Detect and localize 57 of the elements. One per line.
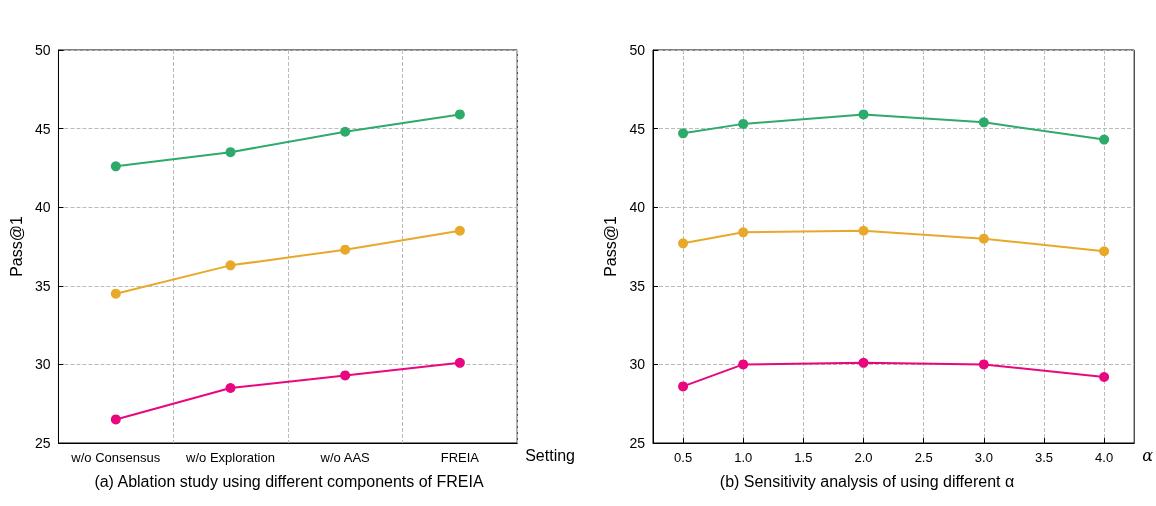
- x-axis-title: α: [1142, 445, 1154, 465]
- y-tick-label: 30: [629, 356, 646, 373]
- y-tick-label: 45: [34, 120, 51, 137]
- y-axis-title: Pass@1: [602, 216, 620, 277]
- text: (b) Sensitivity analysis of using different α: [719, 472, 1015, 490]
- y-axis-title: Pass@1: [7, 216, 25, 277]
- y-tick-label: 25: [629, 435, 646, 451]
- point: [110, 414, 121, 425]
- point: [858, 357, 869, 368]
- y-tick-label: 25: [34, 435, 51, 451]
- x-tick-label: 4.0: [1095, 450, 1114, 465]
- text: (a) Ablation study using different components of FREIA: [94, 472, 484, 490]
- point: [978, 117, 989, 128]
- x-tick-label: 1.5: [794, 450, 813, 465]
- point: [678, 238, 689, 249]
- y-tick-label: 35: [629, 277, 646, 294]
- y-tick-label: 30: [34, 356, 51, 373]
- point: [858, 225, 869, 236]
- point: [1099, 246, 1110, 257]
- x-tick-label: 2.0: [854, 450, 873, 465]
- point: [1099, 134, 1110, 145]
- x-tick-label: 3.0: [974, 450, 993, 465]
- point: [340, 126, 351, 137]
- point: [738, 359, 749, 370]
- y-tick-label: 35: [34, 277, 51, 294]
- point: [678, 381, 689, 392]
- y-tick-label: 50: [34, 42, 51, 58]
- point: [858, 109, 869, 120]
- point: [340, 370, 351, 381]
- x-tick-label: w/o Consensus: [70, 450, 161, 465]
- y-tick-label: 50: [629, 42, 646, 58]
- y-tick-label: 40: [629, 199, 646, 216]
- point: [110, 161, 121, 172]
- point: [978, 359, 989, 370]
- y-tick-label: 40: [34, 199, 51, 216]
- x-axis-title: Setting: [525, 446, 575, 464]
- point: [1099, 371, 1110, 382]
- point: [225, 382, 236, 393]
- y-tick-label: 45: [629, 120, 646, 137]
- point: [454, 109, 465, 120]
- x-tick-label: 1.0: [734, 450, 753, 465]
- x-tick-label: 3.5: [1034, 450, 1054, 465]
- x-tick-label: 0.5: [674, 450, 693, 465]
- point: [454, 357, 465, 368]
- point: [340, 244, 351, 255]
- point: [225, 147, 236, 158]
- point: [678, 128, 689, 139]
- x-tick-label: FREIA: [440, 450, 480, 465]
- point: [738, 118, 749, 129]
- point: [225, 260, 236, 271]
- x-tick-label: w/o Exploration: [185, 450, 275, 465]
- point: [454, 225, 465, 236]
- point: [978, 233, 989, 244]
- x-tick-label: 2.5: [914, 450, 933, 465]
- x-tick-label: w/o AAS: [319, 450, 371, 465]
- point: [110, 288, 121, 299]
- point: [738, 227, 749, 238]
